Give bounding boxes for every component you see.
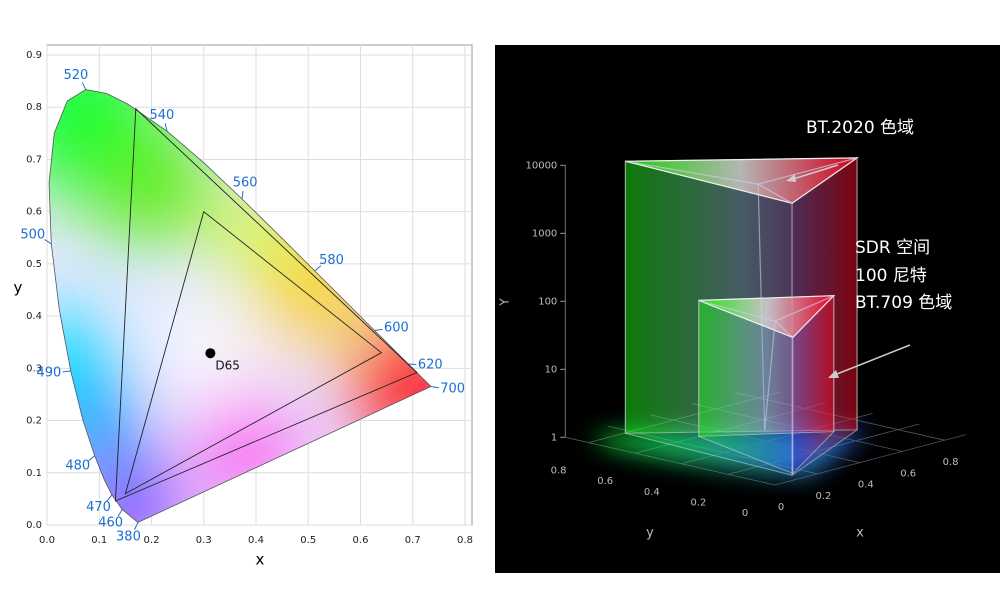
z-tick-label: 10000 bbox=[525, 160, 557, 171]
wavelength-tick bbox=[106, 494, 113, 502]
y-tick-label: 0.4 bbox=[644, 487, 660, 498]
x-axis-label: x bbox=[256, 551, 265, 569]
x-tick-label: 0.2 bbox=[144, 535, 160, 546]
z-tick-label: 10 bbox=[545, 364, 558, 375]
y-tick-label: 0.0 bbox=[26, 520, 42, 531]
y-tick-label: 0.8 bbox=[26, 102, 42, 113]
y-tick-label: 0.4 bbox=[26, 311, 42, 322]
y-tick-label: 0.2 bbox=[690, 497, 706, 508]
x-tick-label: 0.2 bbox=[815, 491, 831, 502]
wavelength-tick bbox=[374, 328, 383, 331]
floor-grid-line bbox=[565, 436, 776, 486]
annotation: SDR 空间 bbox=[855, 238, 930, 258]
volume-ridge bbox=[774, 320, 794, 338]
x-tick-label: 0.4 bbox=[248, 535, 264, 546]
wavelength-tick bbox=[164, 123, 168, 132]
volume-top bbox=[698, 295, 836, 339]
volume-ridge bbox=[757, 157, 858, 185]
y-axis-label: y bbox=[646, 526, 654, 541]
white-point-label: D65 bbox=[215, 359, 240, 373]
z-axis-label: Y bbox=[498, 298, 512, 307]
volume-ridge bbox=[698, 299, 776, 322]
wavelength-label: 700 bbox=[440, 381, 465, 396]
wavelength-label: 490 bbox=[36, 365, 61, 380]
y-tick-label: 0.7 bbox=[26, 154, 42, 165]
y-tick-label: 0.2 bbox=[26, 416, 42, 427]
wavelength-label: 380 bbox=[116, 529, 141, 544]
volume-ridge bbox=[774, 295, 835, 322]
y-tick-label: 0 bbox=[742, 508, 748, 519]
x-tick-label: 0.1 bbox=[91, 535, 107, 546]
x-axis-label: x bbox=[856, 526, 864, 541]
wavelength-label: 470 bbox=[86, 500, 111, 515]
y-axis-label: y bbox=[14, 279, 23, 297]
x-tick-label: 0.5 bbox=[300, 535, 316, 546]
x-tick-label: 0.3 bbox=[196, 535, 212, 546]
x-tick-label: 0.8 bbox=[457, 535, 473, 546]
wavelength-tick bbox=[117, 509, 123, 517]
wavelength-label: 600 bbox=[384, 321, 409, 336]
wavelength-tick bbox=[81, 82, 87, 90]
z-tick-label: 100 bbox=[538, 296, 557, 307]
y-tick-label: 0.6 bbox=[26, 207, 42, 218]
x-tick-label: 0.4 bbox=[858, 480, 874, 491]
wavelength-tick bbox=[314, 265, 322, 272]
wavelength-tick bbox=[430, 385, 439, 389]
wavelength-label: 560 bbox=[233, 176, 258, 191]
arrow-head bbox=[828, 370, 839, 378]
wavelength-tick bbox=[134, 522, 139, 530]
z-tick-label: 1000 bbox=[532, 228, 557, 239]
wavelength-label: 580 bbox=[319, 253, 344, 268]
floor-grid-line bbox=[774, 434, 966, 486]
gamut-triangle bbox=[114, 107, 418, 502]
color-blob bbox=[91, 125, 212, 246]
y-tick-label: 0.1 bbox=[26, 468, 42, 479]
white-point bbox=[205, 348, 216, 359]
x-tick-label: 0 bbox=[778, 502, 784, 513]
x-tick-label: 0.0 bbox=[39, 535, 55, 546]
gamut-triangle bbox=[124, 210, 383, 495]
spectral-locus bbox=[48, 89, 432, 523]
wavelength-label: 460 bbox=[98, 516, 123, 531]
wavelength-label: 480 bbox=[65, 458, 90, 473]
wavelength-label: 520 bbox=[63, 68, 88, 83]
wavelength-tick bbox=[62, 370, 71, 373]
volume-top bbox=[625, 157, 860, 204]
wavelength-label: 620 bbox=[418, 357, 443, 372]
wavelength-tick bbox=[44, 239, 52, 245]
annotation: BT.709 色域 bbox=[855, 293, 952, 313]
chromaticity-chart: 0.0 0.1 0.2 0.3 0.4 0.5 0.6 0.7 0.8 0.0 0.1 0.2 0.3 0… bbox=[14, 44, 473, 569]
y-tick-label: 0.3 bbox=[26, 363, 42, 374]
wavelength-tick bbox=[241, 190, 244, 199]
volume-ridge bbox=[625, 160, 759, 185]
z-tick-label: 1 bbox=[551, 432, 557, 443]
gamut-volume-chart: 0 0.2 0.4 0.6 0.8 0 0.2 0.4 0.6 0.8 1 10 100 1000 1000… bbox=[498, 118, 966, 541]
annotation: BT.2020 色域 bbox=[806, 118, 914, 138]
volume-ridge bbox=[764, 321, 776, 431]
wavelength-label: 540 bbox=[149, 108, 174, 123]
annotation-arrow bbox=[789, 164, 839, 181]
wavelength-tick bbox=[88, 455, 96, 462]
y-tick-label: 0.6 bbox=[597, 476, 613, 487]
arrow-head bbox=[786, 174, 796, 182]
x-tick-label: 0.6 bbox=[900, 468, 916, 479]
wavelength-label: 500 bbox=[20, 228, 45, 243]
y-tick-label: 0.5 bbox=[26, 259, 42, 270]
annotation: 100 尼特 bbox=[855, 266, 927, 286]
purple-line bbox=[137, 386, 432, 523]
y-tick-label: 0.8 bbox=[551, 466, 567, 477]
x-tick-label: 0.8 bbox=[943, 457, 959, 468]
x-tick-label: 0.6 bbox=[353, 535, 369, 546]
y-tick-label: 0.9 bbox=[26, 50, 42, 61]
volume-ridge bbox=[757, 183, 793, 204]
annotation-arrow bbox=[831, 344, 911, 377]
x-tick-label: 0.7 bbox=[405, 535, 421, 546]
